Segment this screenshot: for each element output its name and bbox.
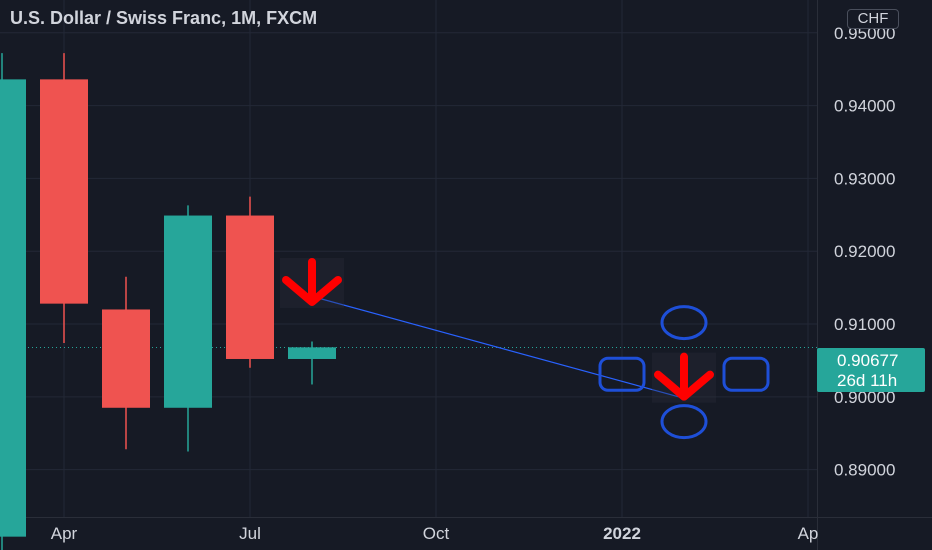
candle-body [0,79,26,537]
bar-countdown: 26d 11h [837,371,898,390]
rounded-rect-annotation [722,356,770,392]
currency-badge[interactable]: CHF [847,9,899,29]
time-tick-label: Oct [423,524,450,543]
ellipse-annotation [660,404,708,440]
candle-body [40,79,88,304]
ellipse-annotation [660,305,708,341]
last-price-value: 0.90677 [837,351,899,370]
arrow-head [282,275,342,306]
trendline [311,295,685,399]
price-axis[interactable]: 0.89000 0.90000 0.91000 0.92000 0.93000 0.940… [834,24,895,480]
candle[interactable] [40,53,88,343]
candles[interactable] [0,53,336,550]
price-tick-label: 0.93000 [834,169,895,188]
candle-body [226,215,274,359]
time-tick-label: Ap [798,524,819,543]
time-tick-label: 2022 [603,524,641,543]
arrow-down-icon [280,257,344,308]
candle[interactable] [164,205,212,452]
time-tick-label: Apr [51,524,78,543]
price-tick-label: 0.91000 [834,315,895,334]
rounded-rect-annotation [598,356,646,392]
chart-title: U.S. Dollar / Swiss Franc, 1M, FXCM [10,8,318,28]
drawings[interactable] [280,257,770,440]
last-price-tag: 0.90677 26d 11h [817,348,925,392]
arrow-down-icon [652,352,716,403]
grid [0,0,817,517]
candle[interactable] [226,196,274,368]
candle-body [164,215,212,408]
price-tick-label: 0.90000 [834,388,895,407]
price-tick-label: 0.92000 [834,242,895,261]
time-axis[interactable]: Apr Jul Oct 2022 Ap [51,524,819,543]
candle[interactable] [288,341,336,385]
candle[interactable] [0,53,26,550]
price-tick-label: 0.89000 [834,461,895,480]
arrow-head [654,370,714,401]
time-tick-label: Jul [239,524,261,543]
price-tick-label: 0.94000 [834,97,895,116]
candle-body [288,347,336,359]
candle-body [102,309,150,408]
candle[interactable] [102,276,150,450]
